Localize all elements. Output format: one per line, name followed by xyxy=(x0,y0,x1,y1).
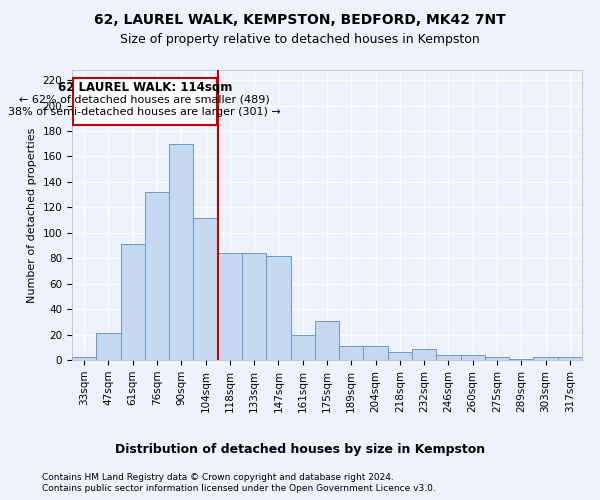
Bar xyxy=(412,348,436,360)
Bar xyxy=(558,358,582,360)
Bar xyxy=(266,256,290,360)
Bar xyxy=(485,358,509,360)
Bar xyxy=(193,218,218,360)
Bar xyxy=(169,144,193,360)
Text: 62, LAUREL WALK, KEMPSTON, BEDFORD, MK42 7NT: 62, LAUREL WALK, KEMPSTON, BEDFORD, MK42… xyxy=(94,12,506,26)
Bar xyxy=(364,346,388,360)
Bar xyxy=(533,358,558,360)
Y-axis label: Number of detached properties: Number of detached properties xyxy=(27,128,37,302)
Bar xyxy=(73,78,217,124)
Bar xyxy=(388,352,412,360)
Bar xyxy=(436,355,461,360)
Text: ← 62% of detached houses are smaller (489): ← 62% of detached houses are smaller (48… xyxy=(19,94,270,104)
Bar xyxy=(461,355,485,360)
Text: Contains HM Land Registry data © Crown copyright and database right 2024.: Contains HM Land Registry data © Crown c… xyxy=(42,472,394,482)
Bar xyxy=(290,334,315,360)
Bar xyxy=(339,346,364,360)
Bar xyxy=(145,192,169,360)
Text: Contains public sector information licensed under the Open Government Licence v3: Contains public sector information licen… xyxy=(42,484,436,493)
Bar xyxy=(218,253,242,360)
Text: Size of property relative to detached houses in Kempston: Size of property relative to detached ho… xyxy=(120,32,480,46)
Bar xyxy=(509,358,533,360)
Bar xyxy=(315,320,339,360)
Text: 38% of semi-detached houses are larger (301) →: 38% of semi-detached houses are larger (… xyxy=(8,107,281,117)
Bar xyxy=(242,253,266,360)
Text: 62 LAUREL WALK: 114sqm: 62 LAUREL WALK: 114sqm xyxy=(58,82,232,94)
Bar xyxy=(96,334,121,360)
Bar xyxy=(72,358,96,360)
Text: Distribution of detached houses by size in Kempston: Distribution of detached houses by size … xyxy=(115,442,485,456)
Bar xyxy=(121,244,145,360)
